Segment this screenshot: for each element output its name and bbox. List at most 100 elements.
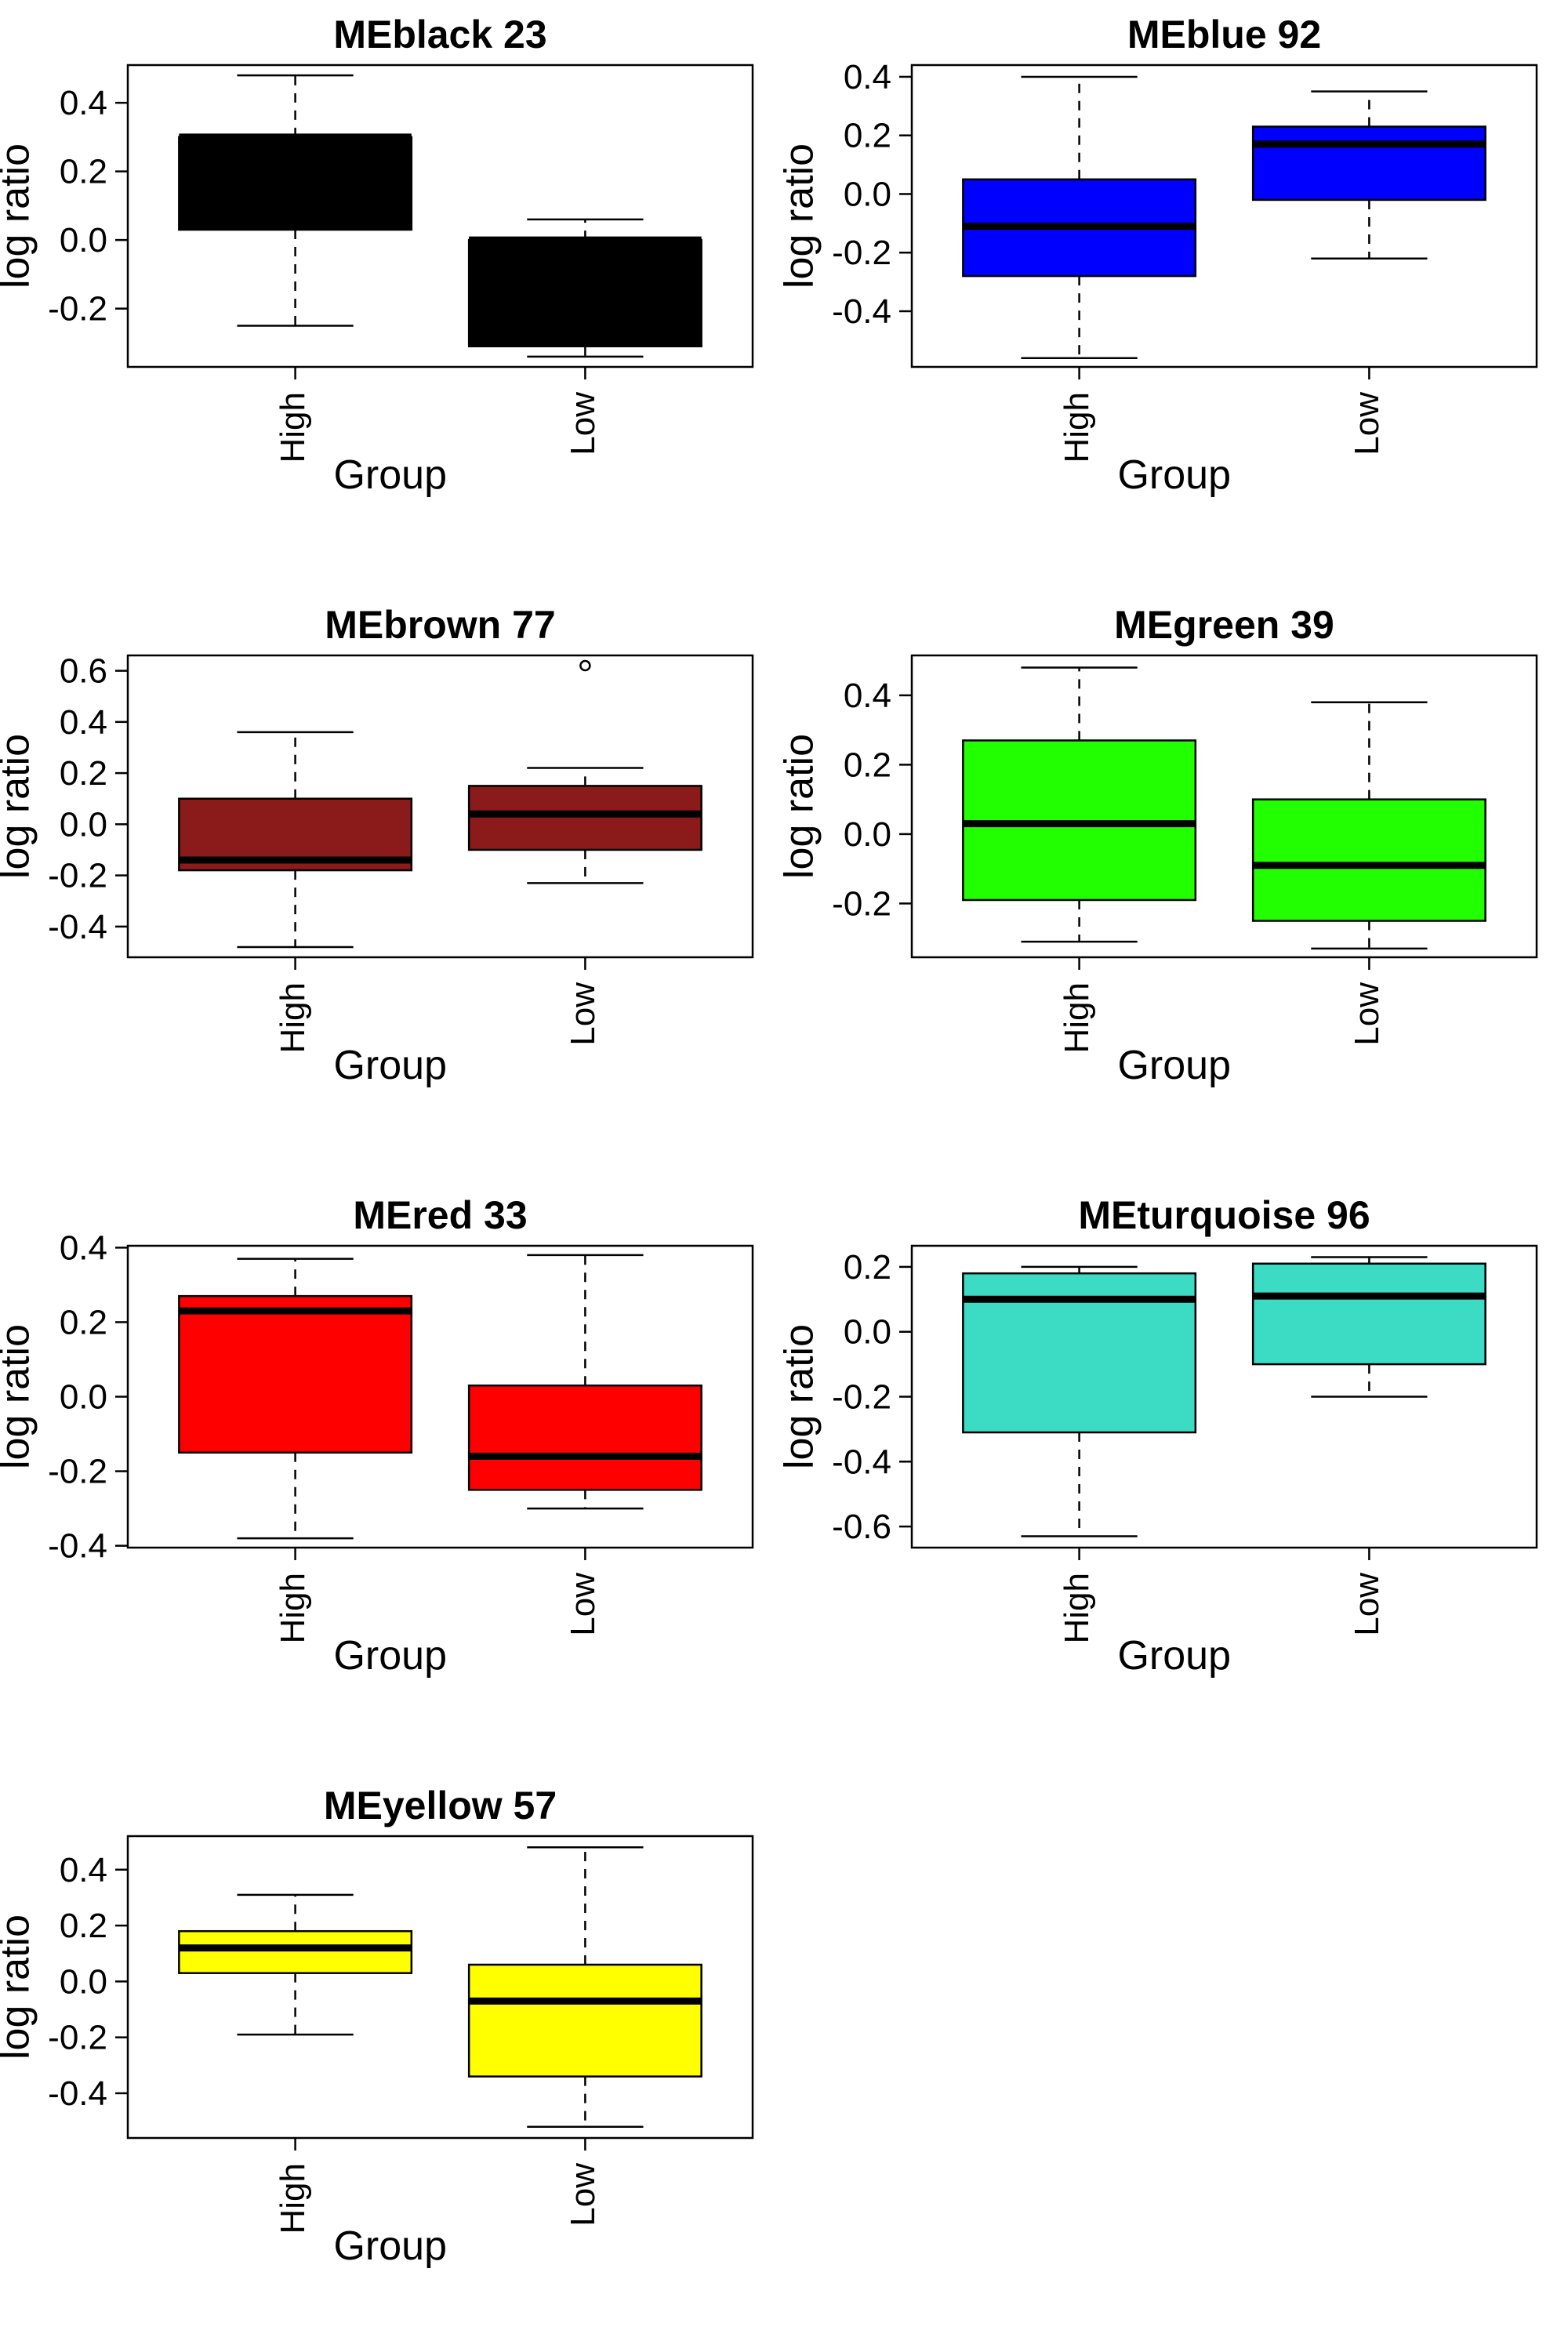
y-tick-label: -0.2 — [48, 857, 107, 895]
x-axis-title: Group — [333, 2223, 447, 2269]
y-tick-label: -0.2 — [48, 2019, 107, 2057]
y-tick-label: 0.0 — [844, 815, 891, 854]
y-tick-label: 0.6 — [60, 652, 107, 691]
y-tick-label: 0.0 — [60, 805, 107, 844]
y-tick-label: 0.4 — [60, 703, 107, 742]
boxplot-panel-7: MEyellow 57 0.4 0.2 0.0 -0.2 -0.4 log ratio Hig… — [0, 1784, 754, 2269]
y-tick-label: 0.0 — [844, 175, 891, 213]
x-axis-title: Group — [1117, 1043, 1231, 1088]
y-tick-label: -0.2 — [48, 290, 107, 328]
y-tick-label: 0.0 — [60, 1962, 107, 2001]
y-axis-title: log ratio — [777, 143, 822, 289]
box-body — [1251, 125, 1486, 201]
y-tick-label: 0.4 — [60, 1851, 107, 1889]
x-tick-label-low: Low — [564, 2163, 602, 2227]
boxplot-panel-3: MEbrown 77 0.6 0.4 0.2 0.0 -0.2 -0.4 log ratio H… — [0, 603, 754, 1088]
x-axis-title: Group — [333, 1043, 447, 1088]
box-high — [178, 1258, 413, 1540]
y-tick-label: 0.4 — [60, 84, 107, 122]
panel-title: MEred 33 — [353, 1193, 527, 1237]
box-low — [467, 659, 702, 884]
box-body — [178, 1294, 413, 1454]
y-axis-title: log ratio — [0, 1915, 38, 2060]
x-tick-label-high: High — [1058, 392, 1096, 463]
box-low — [1251, 90, 1486, 260]
y-tick-label: -0.6 — [832, 1508, 891, 1546]
box-body — [467, 1963, 702, 2078]
panel-title: MEturquoise 96 — [1078, 1193, 1370, 1237]
y-axis-title: log ratio — [0, 1324, 38, 1469]
y-tick-label: 0.0 — [60, 221, 107, 260]
y-tick-label: 0.4 — [844, 58, 891, 96]
box-body — [1251, 798, 1486, 922]
box-high — [178, 1893, 413, 2036]
x-axis-title: Group — [1117, 452, 1231, 498]
box-high — [178, 731, 413, 949]
box-body — [178, 136, 413, 231]
box-body — [467, 1384, 702, 1491]
x-tick-label-low: Low — [564, 1573, 602, 1636]
y-tick-label: 0.2 — [844, 1248, 891, 1287]
plot-frame — [126, 654, 754, 959]
x-tick-label-low: Low — [1348, 982, 1386, 1046]
x-axis-title: Group — [333, 1633, 447, 1679]
y-tick-label: 0.0 — [60, 1378, 107, 1417]
y-axis-title: log ratio — [777, 734, 822, 879]
y-tick-label: -0.4 — [48, 908, 107, 946]
x-axis-title: Group — [1117, 1633, 1231, 1679]
y-tick-label: -0.4 — [48, 2074, 107, 2113]
box-high — [962, 75, 1197, 360]
y-axis-title: log ratio — [0, 143, 38, 289]
outlier-point — [579, 659, 591, 672]
plot-frame — [126, 64, 754, 368]
box-body — [178, 1929, 413, 1974]
box-body — [1251, 1262, 1486, 1366]
box-body — [467, 785, 702, 851]
boxplot-panel-1: MEblack 23 0.4 0.2 0.0 -0.2 log ratio High Low G… — [0, 13, 754, 498]
plot-frame — [126, 1835, 754, 2140]
panel-title: MEyellow 57 — [324, 1784, 557, 1828]
plot-frame — [910, 64, 1538, 368]
y-tick-label: -0.2 — [832, 884, 891, 923]
box-high — [962, 1265, 1197, 1537]
y-tick-label: 0.2 — [60, 153, 107, 191]
x-tick-label-low: Low — [564, 392, 602, 456]
x-tick-label-high: High — [1058, 1573, 1096, 1644]
y-axis-title: log ratio — [0, 734, 38, 879]
x-tick-label-low: Low — [1348, 392, 1386, 456]
box-body — [467, 238, 702, 347]
box-low — [1251, 701, 1486, 950]
box-low — [467, 218, 702, 358]
box-low — [467, 1254, 702, 1510]
y-tick-label: 0.4 — [60, 1229, 107, 1267]
y-tick-label: -0.2 — [48, 1453, 107, 1491]
x-tick-label-low: Low — [1348, 1573, 1386, 1636]
boxplot-panel-2: MEblue 92 0.4 0.2 0.0 -0.2 -0.4 log ratio High L… — [777, 13, 1538, 498]
y-tick-label: 0.2 — [60, 1303, 107, 1341]
box-high — [178, 74, 413, 327]
panel-title: MEblue 92 — [1127, 13, 1321, 56]
boxplot-panel-5: MEred 33 0.4 0.2 0.0 -0.2 -0.4 log ratio High Lo… — [0, 1193, 754, 1679]
x-tick-label-high: High — [274, 982, 312, 1054]
x-tick-label-high: High — [274, 1573, 312, 1644]
y-tick-label: -0.2 — [832, 1378, 891, 1417]
y-tick-label: -0.4 — [832, 1443, 891, 1481]
plot-frame — [910, 654, 1538, 959]
boxplot-panel-4: MEgreen 39 0.4 0.2 0.0 -0.2 log ratio High Low G… — [777, 603, 1538, 1088]
y-tick-label: 0.2 — [844, 117, 891, 155]
x-axis-title: Group — [333, 452, 447, 498]
box-low — [467, 1846, 702, 2128]
x-tick-label-high: High — [274, 2163, 312, 2234]
y-tick-label: 0.2 — [60, 1907, 107, 1945]
y-tick-label: 0.0 — [844, 1313, 891, 1352]
y-axis-title: log ratio — [777, 1324, 822, 1469]
y-tick-label: 0.2 — [60, 754, 107, 793]
y-tick-label: 0.2 — [844, 746, 891, 784]
y-tick-label: -0.2 — [832, 234, 891, 272]
panel-title: MEblack 23 — [333, 13, 546, 56]
y-tick-label: -0.4 — [48, 1527, 107, 1566]
y-tick-label: -0.4 — [832, 292, 891, 331]
panel-title: MEbrown 77 — [325, 603, 555, 647]
x-tick-label-low: Low — [564, 982, 602, 1046]
